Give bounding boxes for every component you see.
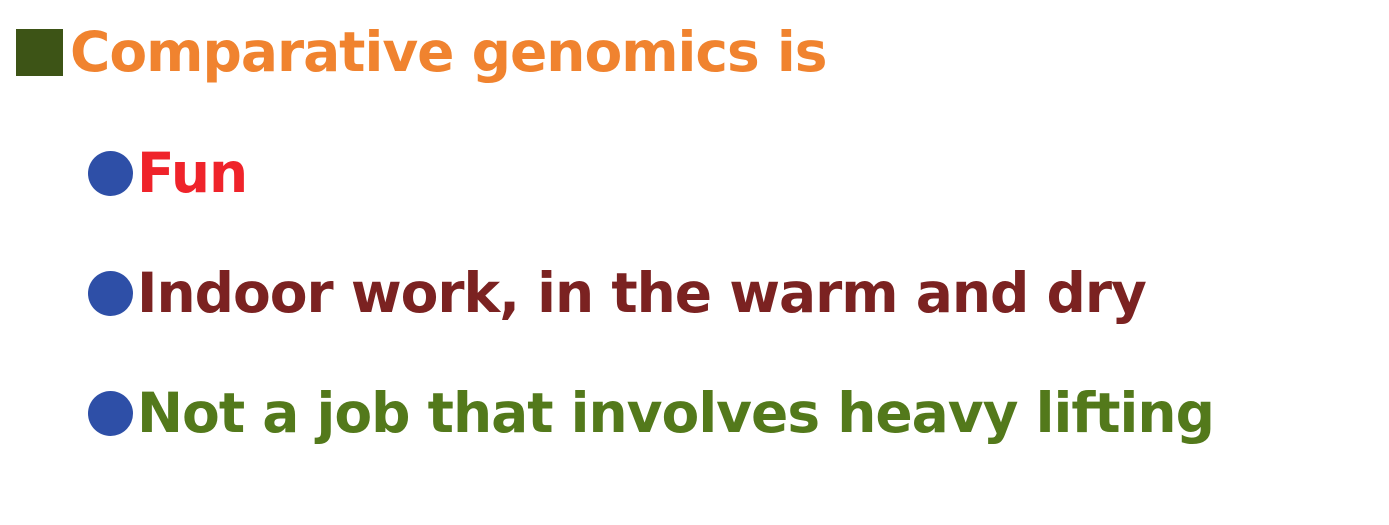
heading-text: Comparative genomics is	[70, 19, 827, 84]
bullet-text: Indoor work, in the warm and dry	[137, 260, 1147, 325]
circle-bullet-icon	[88, 270, 133, 316]
bullet-item-fun: Fun	[88, 133, 248, 213]
circle-bullet-icon	[88, 150, 133, 196]
slide-heading: Comparative genomics is	[16, 14, 827, 90]
bullet-text: Fun	[137, 140, 248, 205]
square-bullet-icon	[16, 28, 63, 76]
bullet-item-indoor-work: Indoor work, in the warm and dry	[88, 253, 1147, 333]
bullet-text: Not a job that involves heavy lifting	[137, 380, 1215, 445]
circle-bullet-icon	[88, 390, 133, 436]
bullet-item-heavy-lifting: Not a job that involves heavy lifting	[88, 373, 1215, 453]
